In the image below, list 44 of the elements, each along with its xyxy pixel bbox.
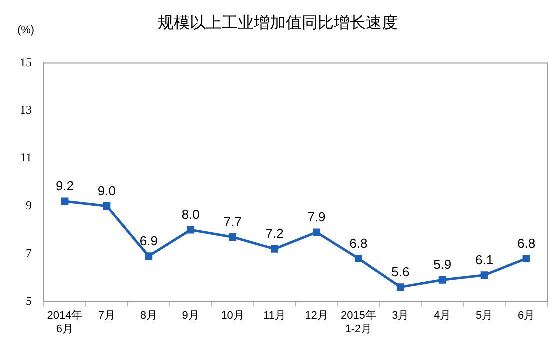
point (522, 254, 530, 262)
x-tick-label: 10月 (221, 310, 244, 322)
x-tick-label: 2014年 6月 (47, 310, 83, 336)
data-label: 8.0 (182, 207, 200, 222)
point (103, 202, 111, 210)
point (438, 276, 446, 284)
y-tick-label: 15 (20, 55, 32, 70)
point (354, 254, 362, 262)
data-label: 9.2 (56, 178, 74, 194)
y-tick-label: 13 (20, 103, 32, 118)
data-label: 6.1 (476, 252, 494, 268)
x-tick-label: 3月 (392, 310, 410, 322)
x-tick-label: 12月 (305, 310, 328, 322)
y-tick-label: 5 (26, 294, 32, 308)
data-label: 7.7 (224, 214, 242, 230)
point (313, 228, 320, 236)
point (187, 226, 195, 234)
data-label: 6.8 (517, 236, 536, 251)
x-tick-label: 8月 (140, 310, 158, 322)
x-tick-label: 7月 (98, 310, 116, 322)
data-label: 9.0 (98, 183, 116, 198)
point (229, 234, 237, 241)
y-tick-label: 7 (26, 246, 32, 260)
x-tick-label: 11月 (264, 310, 286, 322)
x-tick-label: 4月 (434, 310, 452, 322)
point (271, 245, 278, 253)
x-tick-label: 2015年 1-2月 (340, 310, 376, 336)
chart-title: 规模以上工业增加值同比增长速度 (158, 14, 398, 32)
data-label: 7.9 (308, 210, 326, 225)
data-label: 5.6 (392, 264, 410, 280)
x-tick-label: 6月 (518, 310, 536, 322)
data-label: 6.9 (140, 233, 158, 248)
point (480, 272, 488, 280)
data-label: 6.8 (350, 236, 368, 251)
point (145, 252, 153, 260)
point (61, 198, 69, 206)
x-tick-label: 9月 (182, 310, 200, 322)
data-label: 5.9 (434, 257, 452, 272)
y-tick-label: 9 (26, 198, 32, 212)
data-label: 7.2 (266, 226, 284, 242)
point (396, 284, 404, 292)
y-axis-title: (%) (17, 24, 35, 37)
y-tick-label: 11 (20, 150, 32, 165)
x-tick-label: 5月 (476, 310, 494, 322)
